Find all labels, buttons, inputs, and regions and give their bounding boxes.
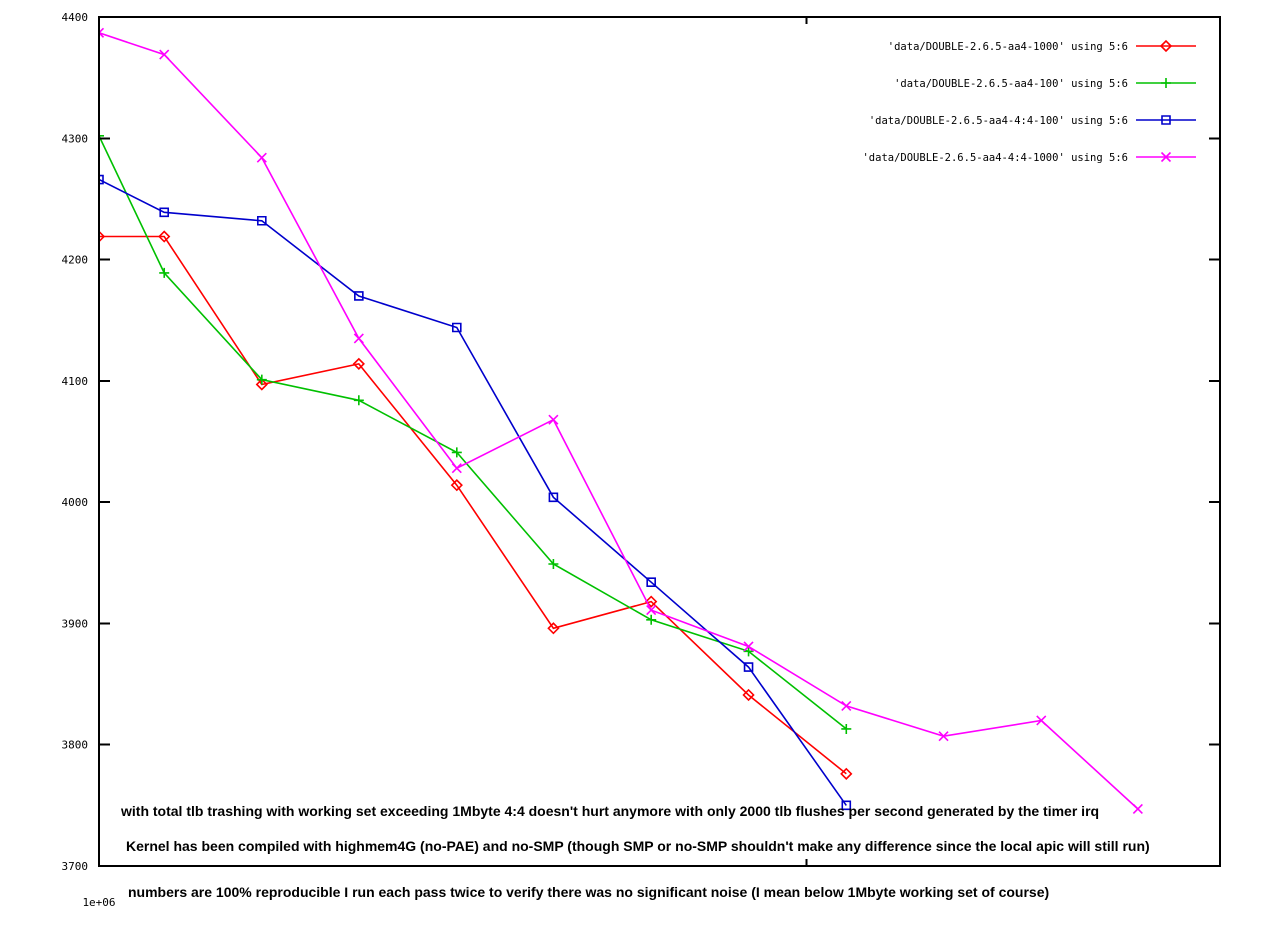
- series-marker-0: [547, 622, 560, 635]
- series-marker-1: [256, 374, 267, 385]
- series-marker-2: [159, 207, 170, 218]
- series-marker-2: [354, 291, 364, 301]
- legend-label-1: 'data/DOUBLE-2.6.5-aa4-100' using 5:6: [894, 78, 1128, 90]
- y-tick-label: 3900: [62, 617, 89, 630]
- legend-sample-marker-3: [1160, 151, 1172, 163]
- y-tick-label: 4300: [62, 132, 89, 145]
- series-marker-3: [159, 49, 170, 60]
- series-marker-1: [841, 723, 852, 734]
- legend-label-3: 'data/DOUBLE-2.6.5-aa4-4:4-1000' using 5…: [862, 152, 1128, 164]
- series-marker-3: [938, 731, 949, 742]
- series-marker-0: [255, 378, 268, 391]
- series-marker-3: [841, 700, 852, 711]
- plot-border: [98, 16, 1221, 867]
- series-marker-0: [352, 357, 365, 371]
- series-marker-2: [452, 322, 462, 333]
- annotation-tlb-trashing: with total tlb trashing with working set…: [121, 803, 1100, 819]
- series-marker-1: [353, 395, 364, 406]
- series-marker-0: [450, 479, 463, 492]
- annotation-kernel-config: Kernel has been compiled with highmem4G …: [126, 838, 1150, 854]
- series-marker-3: [256, 152, 267, 163]
- y-tick-label: 4000: [62, 496, 89, 509]
- series-marker-3: [99, 27, 105, 38]
- series-marker-2: [743, 662, 754, 672]
- y-tick-label: 4100: [62, 375, 89, 388]
- y-tick-label: 4200: [62, 254, 89, 267]
- series-marker-1: [548, 558, 559, 569]
- series-marker-3: [743, 641, 754, 652]
- series-line-1: [99, 135, 847, 730]
- legend-sample-marker-0: [1159, 39, 1173, 53]
- legend-sample-marker-2: [1161, 115, 1171, 125]
- series-marker-2: [548, 492, 559, 503]
- series-marker-0: [158, 230, 171, 243]
- series-marker-2: [257, 215, 267, 226]
- series-marker-1: [159, 267, 170, 278]
- x-tick-label: 1e+06: [82, 896, 115, 909]
- series-marker-2: [99, 174, 104, 185]
- series-marker-0: [645, 595, 658, 608]
- legend-label-2: 'data/DOUBLE-2.6.5-aa4-4:4-100' using 5:…: [869, 115, 1128, 127]
- series-marker-3: [353, 333, 364, 344]
- series-marker-0: [840, 767, 853, 780]
- annotation-reproducibility: numbers are 100% reproducible I run each…: [128, 884, 1050, 900]
- series-marker-1: [99, 130, 104, 141]
- y-tick-label: 4400: [62, 11, 89, 24]
- series-marker-0: [99, 230, 106, 243]
- y-tick-label: 3700: [62, 860, 89, 873]
- series-marker-2: [841, 800, 852, 811]
- y-tick-label: 3800: [62, 739, 89, 752]
- series-marker-3: [646, 605, 657, 616]
- series-line-0: [99, 235, 847, 775]
- series-line-2: [99, 178, 847, 806]
- legend-sample-marker-1: [1161, 78, 1171, 88]
- series-marker-0: [742, 688, 755, 702]
- series-marker-3: [451, 463, 462, 474]
- series-line-3: [99, 32, 1139, 810]
- series-marker-1: [646, 614, 657, 625]
- series-marker-1: [743, 646, 754, 657]
- series-marker-1: [451, 447, 462, 458]
- series-marker-3: [1036, 715, 1047, 726]
- series-marker-2: [646, 577, 656, 587]
- series-marker-3: [1132, 803, 1143, 815]
- legend-label-0: 'data/DOUBLE-2.6.5-aa4-1000' using 5:6: [888, 41, 1128, 53]
- series-marker-3: [548, 414, 559, 425]
